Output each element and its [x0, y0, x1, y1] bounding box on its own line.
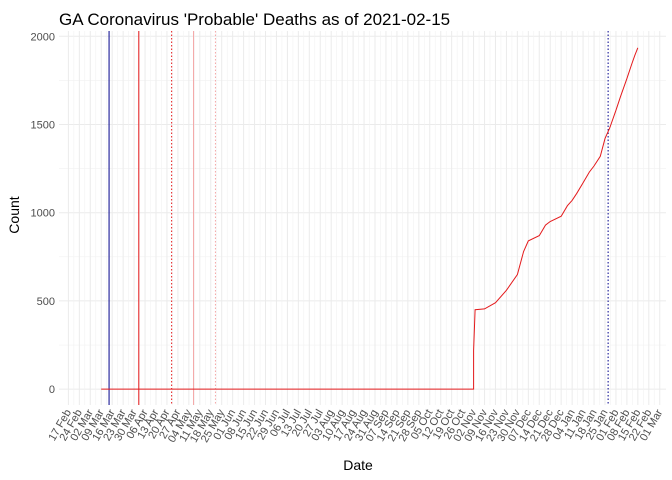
y-axis-ticks: 0 500 1000 1500 2000: [31, 31, 55, 396]
series-lines: [101, 47, 639, 390]
y-tick-label: 0: [49, 384, 55, 396]
y-axis-title: Count: [6, 196, 22, 233]
x-axis-title: Date: [343, 457, 373, 473]
gridlines: [59, 31, 666, 405]
chart-title: GA Coronavirus 'Probable' Deaths as of 2…: [59, 10, 450, 29]
y-tick-label: 1500: [31, 120, 55, 132]
deaths-line: [101, 47, 639, 390]
y-tick-label: 1000: [31, 208, 55, 220]
y-tick-label: 500: [37, 296, 55, 308]
y-tick-label: 2000: [31, 31, 55, 43]
reference-lines: [108, 31, 609, 405]
